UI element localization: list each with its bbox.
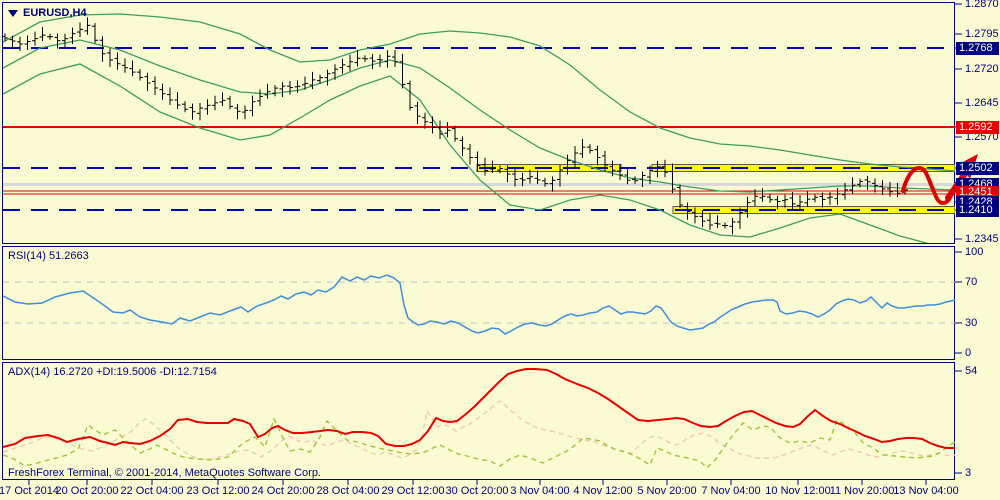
time-axis-label: 30 Oct 20:00 (445, 485, 509, 497)
adx-axis-label: 54 (965, 365, 978, 377)
copyright-text: FreshForex Terminal, © 2001-2014, MetaQu… (8, 467, 321, 479)
price-axis-label: 1.2645 (965, 97, 999, 109)
price-axis-box-label: 1.2502 (956, 161, 999, 175)
price-axis-label: 1.2795 (965, 28, 999, 40)
time-axis-label: 23 Oct 12:00 (186, 485, 250, 497)
time-axis-label: 13 Nov 04:00 (893, 485, 959, 497)
rsi-axis-label: 0 (965, 347, 972, 359)
adx-axis-label: 3 (965, 467, 972, 479)
time-axis-label: 3 Nov 04:00 (510, 485, 570, 497)
rsi-axis-label: 100 (965, 246, 984, 258)
rsi-axis-label: 30 (965, 317, 978, 329)
time-axis-label: 11 Nov 20:00 (829, 485, 895, 497)
time-axis-label: 20 Oct 20:00 (55, 485, 119, 497)
time-axis-label: 22 Oct 04:00 (120, 485, 184, 497)
time-axis-label: 10 Nov 12:00 (765, 485, 831, 497)
price-axis-box-label: 1.2592 (956, 120, 999, 134)
adx-indicator-panel[interactable] (2, 362, 955, 480)
time-axis-label: 4 Nov 12:00 (573, 485, 633, 497)
time-axis-label: 5 Nov 20:00 (637, 485, 697, 497)
symbol-timeframe-label[interactable]: EURUSD,H4 (8, 7, 87, 19)
price-axis-label: 1.2345 (965, 233, 999, 245)
symbol-text: EURUSD,H4 (23, 7, 87, 19)
rsi-header-label: RSI(14) 51.2663 (8, 250, 89, 262)
price-chart-panel[interactable] (2, 2, 955, 244)
price-axis-label: 1.2720 (965, 63, 999, 75)
time-axis-label: 29 Oct 12:00 (381, 485, 445, 497)
time-axis-label: 17 Oct 2014 (0, 485, 59, 497)
time-axis-label: 7 Nov 04:00 (701, 485, 761, 497)
price-axis-box-label: 1.2410 (956, 203, 999, 217)
adx-header-label: ADX(14) 16.2720 +DI:19.5006 -DI:12.7154 (8, 366, 217, 378)
time-axis-label: 24 Oct 20:00 (251, 485, 315, 497)
rsi-indicator-panel[interactable] (2, 246, 955, 360)
price-axis-label: 1.2870 (965, 0, 999, 10)
triangle-down-icon (8, 9, 18, 17)
time-axis-label: 28 Oct 04:00 (316, 485, 380, 497)
rsi-axis-label: 70 (965, 276, 978, 288)
price-axis-label: 1.2570 (965, 131, 999, 143)
price-axis-box-label: 1.2768 (956, 41, 999, 55)
